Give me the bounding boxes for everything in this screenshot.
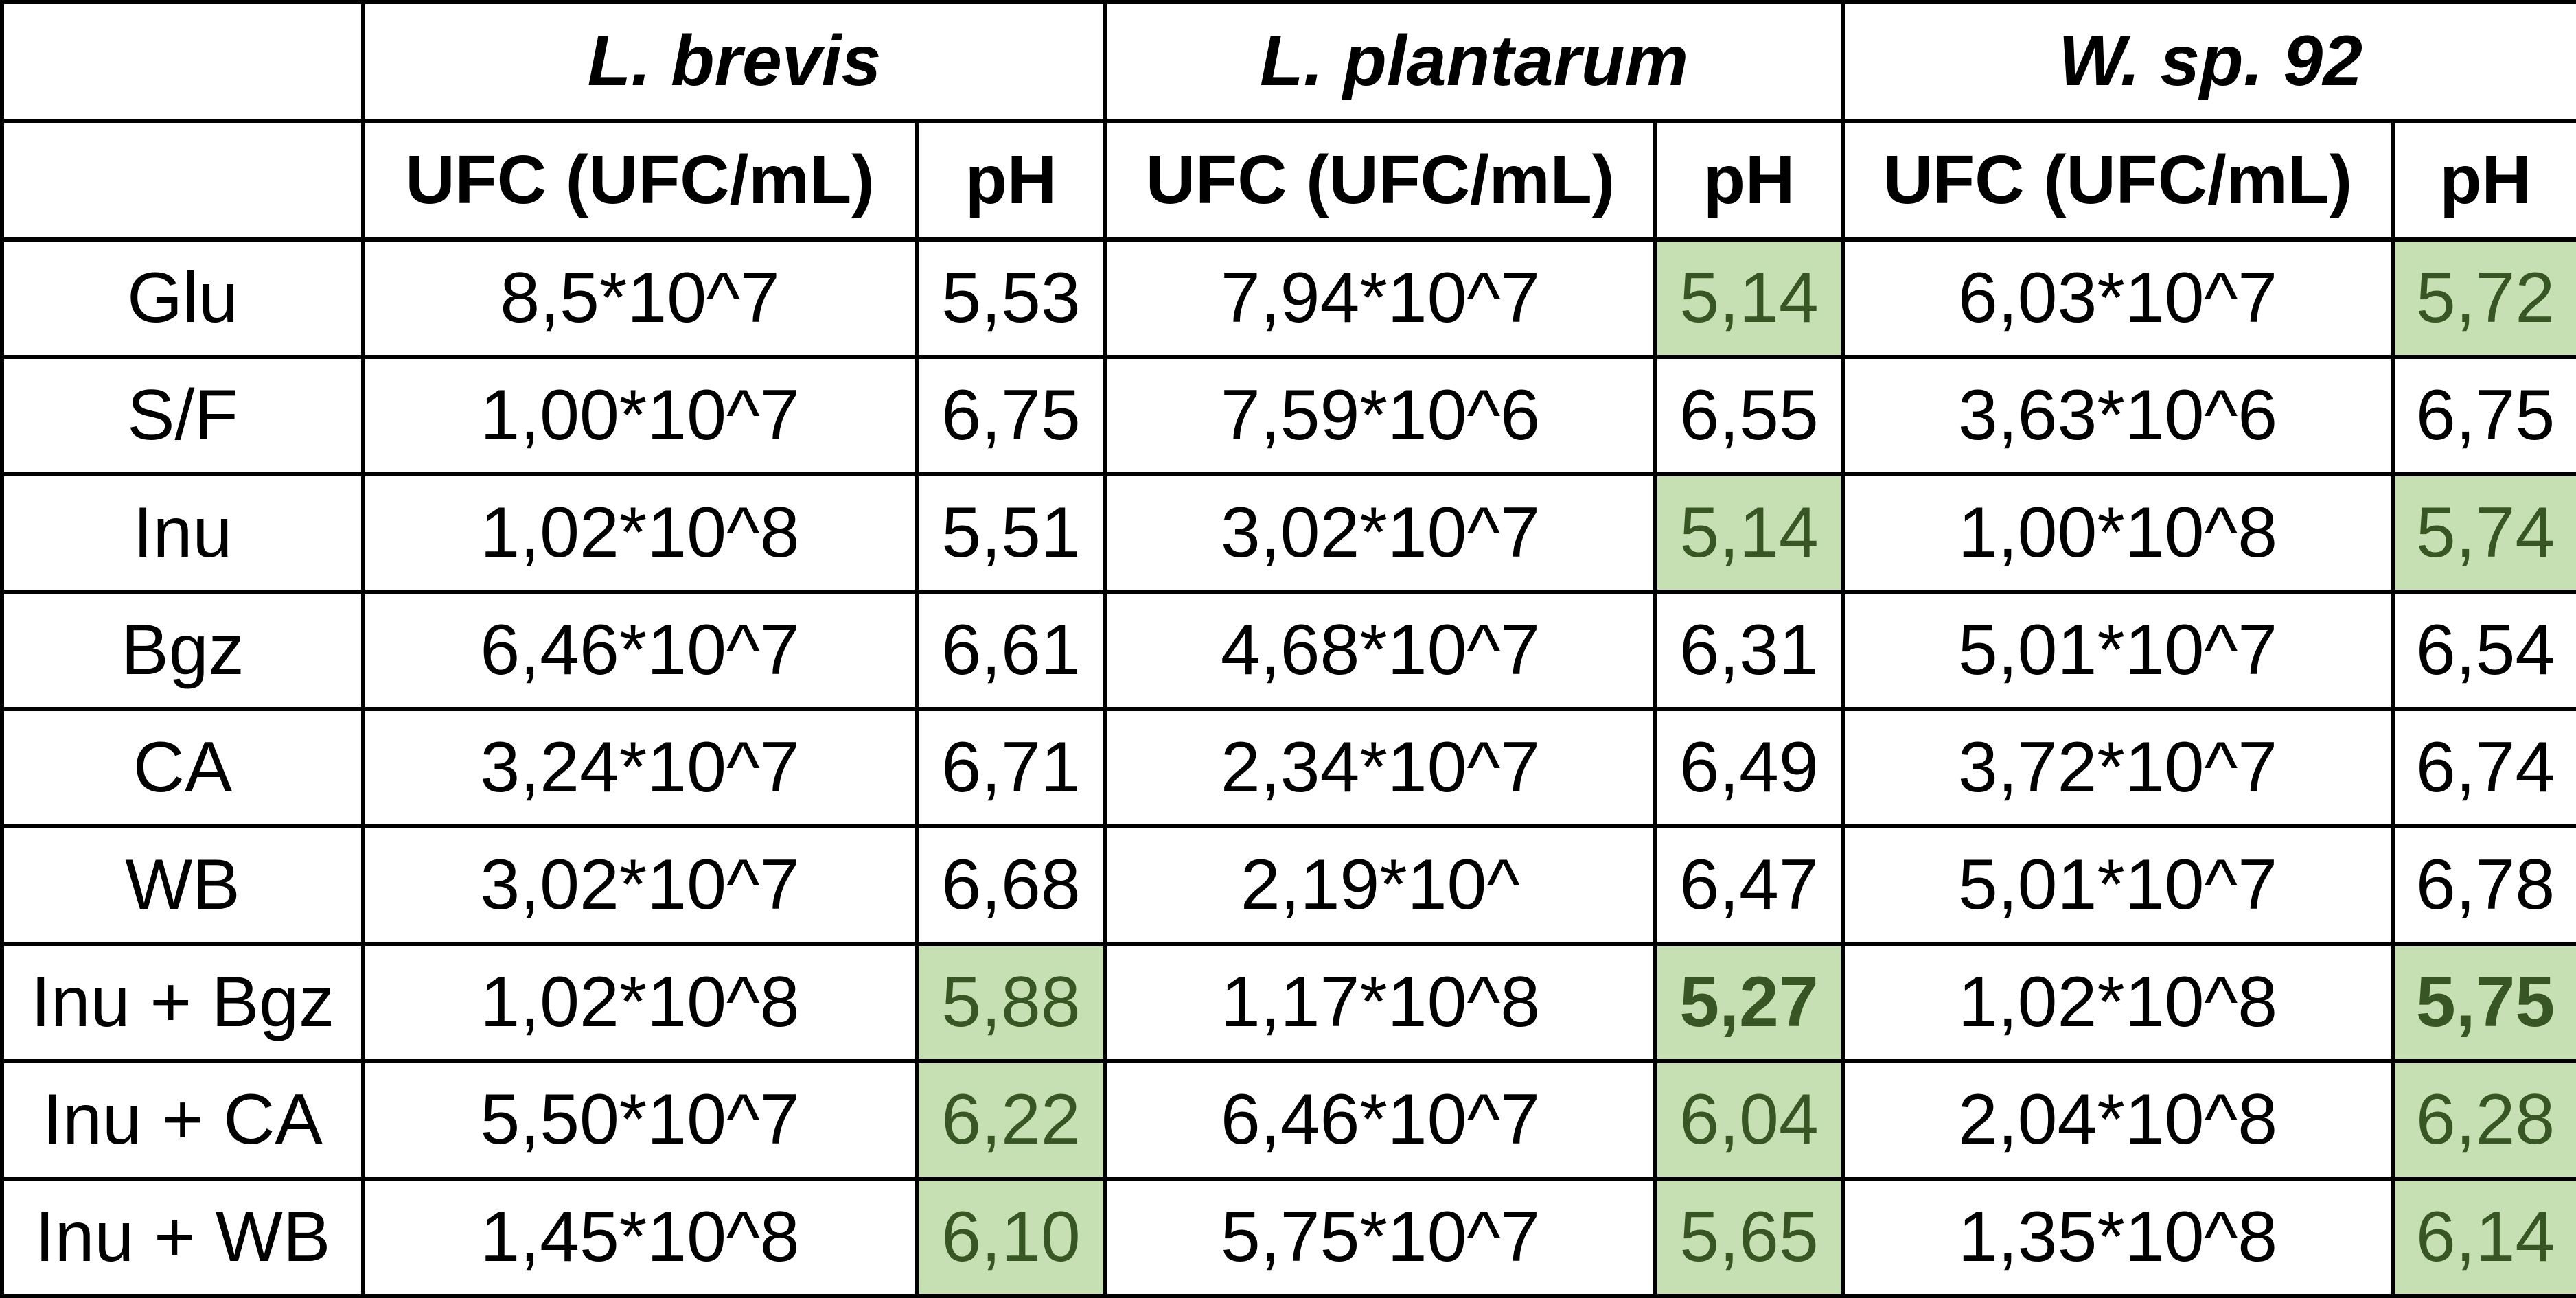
ufc-value-cell: 2,04*10^8 — [1841, 1059, 2395, 1181]
ph-value-cell: 5,51 — [914, 472, 1108, 594]
ph-value-cell: 6,75 — [2391, 355, 2576, 476]
ph-value-cell: 5,65 — [1653, 1177, 1845, 1298]
ufc-value-cell: 3,24*10^7 — [361, 707, 919, 828]
table-body: Glu 8,5*10^7 5,53 7,94*10^7 5,14 6,03*10^7 5,7… — [0, 237, 2576, 1298]
ufc-value-cell: 1,17*10^8 — [1103, 942, 1658, 1063]
ph-value-cell: 6,71 — [914, 707, 1108, 828]
ph-value-cell: 5,75 — [2391, 942, 2576, 1063]
ufc-value-cell: 1,02*10^8 — [1841, 942, 2395, 1063]
ph-value-cell: 6,10 — [914, 1177, 1108, 1298]
measure-header-row: UFC (UFC/mL) pH UFC (UFC/mL) pH UFC (UFC… — [0, 119, 2576, 242]
ufc-value-cell: 3,02*10^7 — [361, 824, 919, 946]
table-row: S/F 1,00*10^7 6,75 7,59*10^6 6,55 3,63*10^6 6,… — [0, 355, 2576, 476]
row-label-header — [0, 119, 365, 242]
ph-value-cell: 6,74 — [2391, 707, 2576, 828]
ufc-value-cell: 5,75*10^7 — [1103, 1177, 1658, 1298]
ufc-value-cell: 3,63*10^6 — [1841, 355, 2395, 476]
ph-value-cell: 6,55 — [1653, 355, 1845, 476]
ufc-value-cell: 2,19*10^ — [1103, 824, 1658, 946]
ph-value-cell: 5,14 — [1653, 237, 1845, 359]
ufc-value-cell: 1,00*10^8 — [1841, 472, 2395, 594]
row-label: Glu — [0, 237, 365, 359]
ph-value-cell: 6,61 — [914, 590, 1108, 711]
ph-value-cell: 6,75 — [914, 355, 1108, 476]
ufc-value-cell: 6,03*10^7 — [1841, 237, 2395, 359]
ufc-value-cell: 3,02*10^7 — [1103, 472, 1658, 594]
row-label: CA — [0, 707, 365, 828]
ufc-value-cell: 1,02*10^8 — [361, 472, 919, 594]
species-header-w-sp-92: W. sp. 92 — [1841, 0, 2576, 123]
ufc-header: UFC (UFC/mL) — [361, 119, 919, 242]
corner-cell — [0, 0, 365, 123]
ph-value-cell: 5,27 — [1653, 942, 1845, 1063]
row-label: Bgz — [0, 590, 365, 711]
ph-value-cell: 5,14 — [1653, 472, 1845, 594]
species-header-row: L. brevis L. plantarum W. sp. 92 — [0, 0, 2576, 123]
ufc-value-cell: 5,50*10^7 — [361, 1059, 919, 1181]
ph-value-cell: 6,78 — [2391, 824, 2576, 946]
ufc-value-cell: 5,01*10^7 — [1841, 590, 2395, 711]
ph-value-cell: 5,72 — [2391, 237, 2576, 359]
ufc-value-cell: 8,5*10^7 — [361, 237, 919, 359]
species-header-l-plantarum: L. plantarum — [1103, 0, 1845, 123]
ufc-value-cell: 4,68*10^7 — [1103, 590, 1658, 711]
ph-value-cell: 6,04 — [1653, 1059, 1845, 1181]
ph-value-cell: 6,47 — [1653, 824, 1845, 946]
row-label: S/F — [0, 355, 365, 476]
ufc-value-cell: 6,46*10^7 — [361, 590, 919, 711]
row-label: Inu + WB — [0, 1177, 365, 1298]
ufc-header: UFC (UFC/mL) — [1841, 119, 2395, 242]
ph-value-cell: 6,31 — [1653, 590, 1845, 711]
row-label: Inu — [0, 472, 365, 594]
ph-value-cell: 6,54 — [2391, 590, 2576, 711]
ph-header: pH — [2391, 119, 2576, 242]
table-row: Inu + CA 5,50*10^7 6,22 6,46*10^7 6,04 2,04*1… — [0, 1059, 2576, 1181]
ph-header: pH — [914, 119, 1108, 242]
table-row: Glu 8,5*10^7 5,53 7,94*10^7 5,14 6,03*10^7 5,7… — [0, 237, 2576, 359]
table-row: CA 3,24*10^7 6,71 2,34*10^7 6,49 3,72*10^7 6,7… — [0, 707, 2576, 828]
table-row: WB 3,02*10^7 6,68 2,19*10^ 6,47 5,01*10^7 6,78 — [0, 824, 2576, 946]
ufc-value-cell: 1,00*10^7 — [361, 355, 919, 476]
table-row: Bgz 6,46*10^7 6,61 4,68*10^7 6,31 5,01*10^7 6,… — [0, 590, 2576, 711]
ufc-value-cell: 1,45*10^8 — [361, 1177, 919, 1298]
ufc-value-cell: 3,72*10^7 — [1841, 707, 2395, 828]
ufc-value-cell: 6,46*10^7 — [1103, 1059, 1658, 1181]
row-label: Inu + CA — [0, 1059, 365, 1181]
ufc-value-cell: 1,35*10^8 — [1841, 1177, 2395, 1298]
ph-value-cell: 5,53 — [914, 237, 1108, 359]
table-row: Inu + WB 1,45*10^8 6,10 5,75*10^7 5,65 1,35*1… — [0, 1177, 2576, 1298]
ufc-value-cell: 2,34*10^7 — [1103, 707, 1658, 828]
ufc-value-cell: 1,02*10^8 — [361, 942, 919, 1063]
ph-value-cell: 5,88 — [914, 942, 1108, 1063]
ph-value-cell: 6,14 — [2391, 1177, 2576, 1298]
ph-value-cell: 6,22 — [914, 1059, 1108, 1181]
ufc-header: UFC (UFC/mL) — [1103, 119, 1658, 242]
ph-value-cell: 6,49 — [1653, 707, 1845, 828]
ph-header: pH — [1653, 119, 1845, 242]
ufc-value-cell: 5,01*10^7 — [1841, 824, 2395, 946]
species-header-l-brevis: L. brevis — [360, 0, 1108, 123]
ph-value-cell: 6,28 — [2391, 1059, 2576, 1181]
table-row: Inu 1,02*10^8 5,51 3,02*10^7 5,14 1,00*10^8 5,… — [0, 472, 2576, 594]
ph-value-cell: 5,74 — [2391, 472, 2576, 594]
ufc-value-cell: 7,59*10^6 — [1103, 355, 1658, 476]
ph-value-cell: 6,68 — [914, 824, 1108, 946]
row-label: WB — [0, 824, 365, 946]
row-label: Inu + Bgz — [0, 942, 365, 1063]
table-row: Inu + Bgz 1,02*10^8 5,88 1,17*10^8 5,27 1,02*… — [0, 942, 2576, 1063]
ufc-value-cell: 7,94*10^7 — [1103, 237, 1658, 359]
